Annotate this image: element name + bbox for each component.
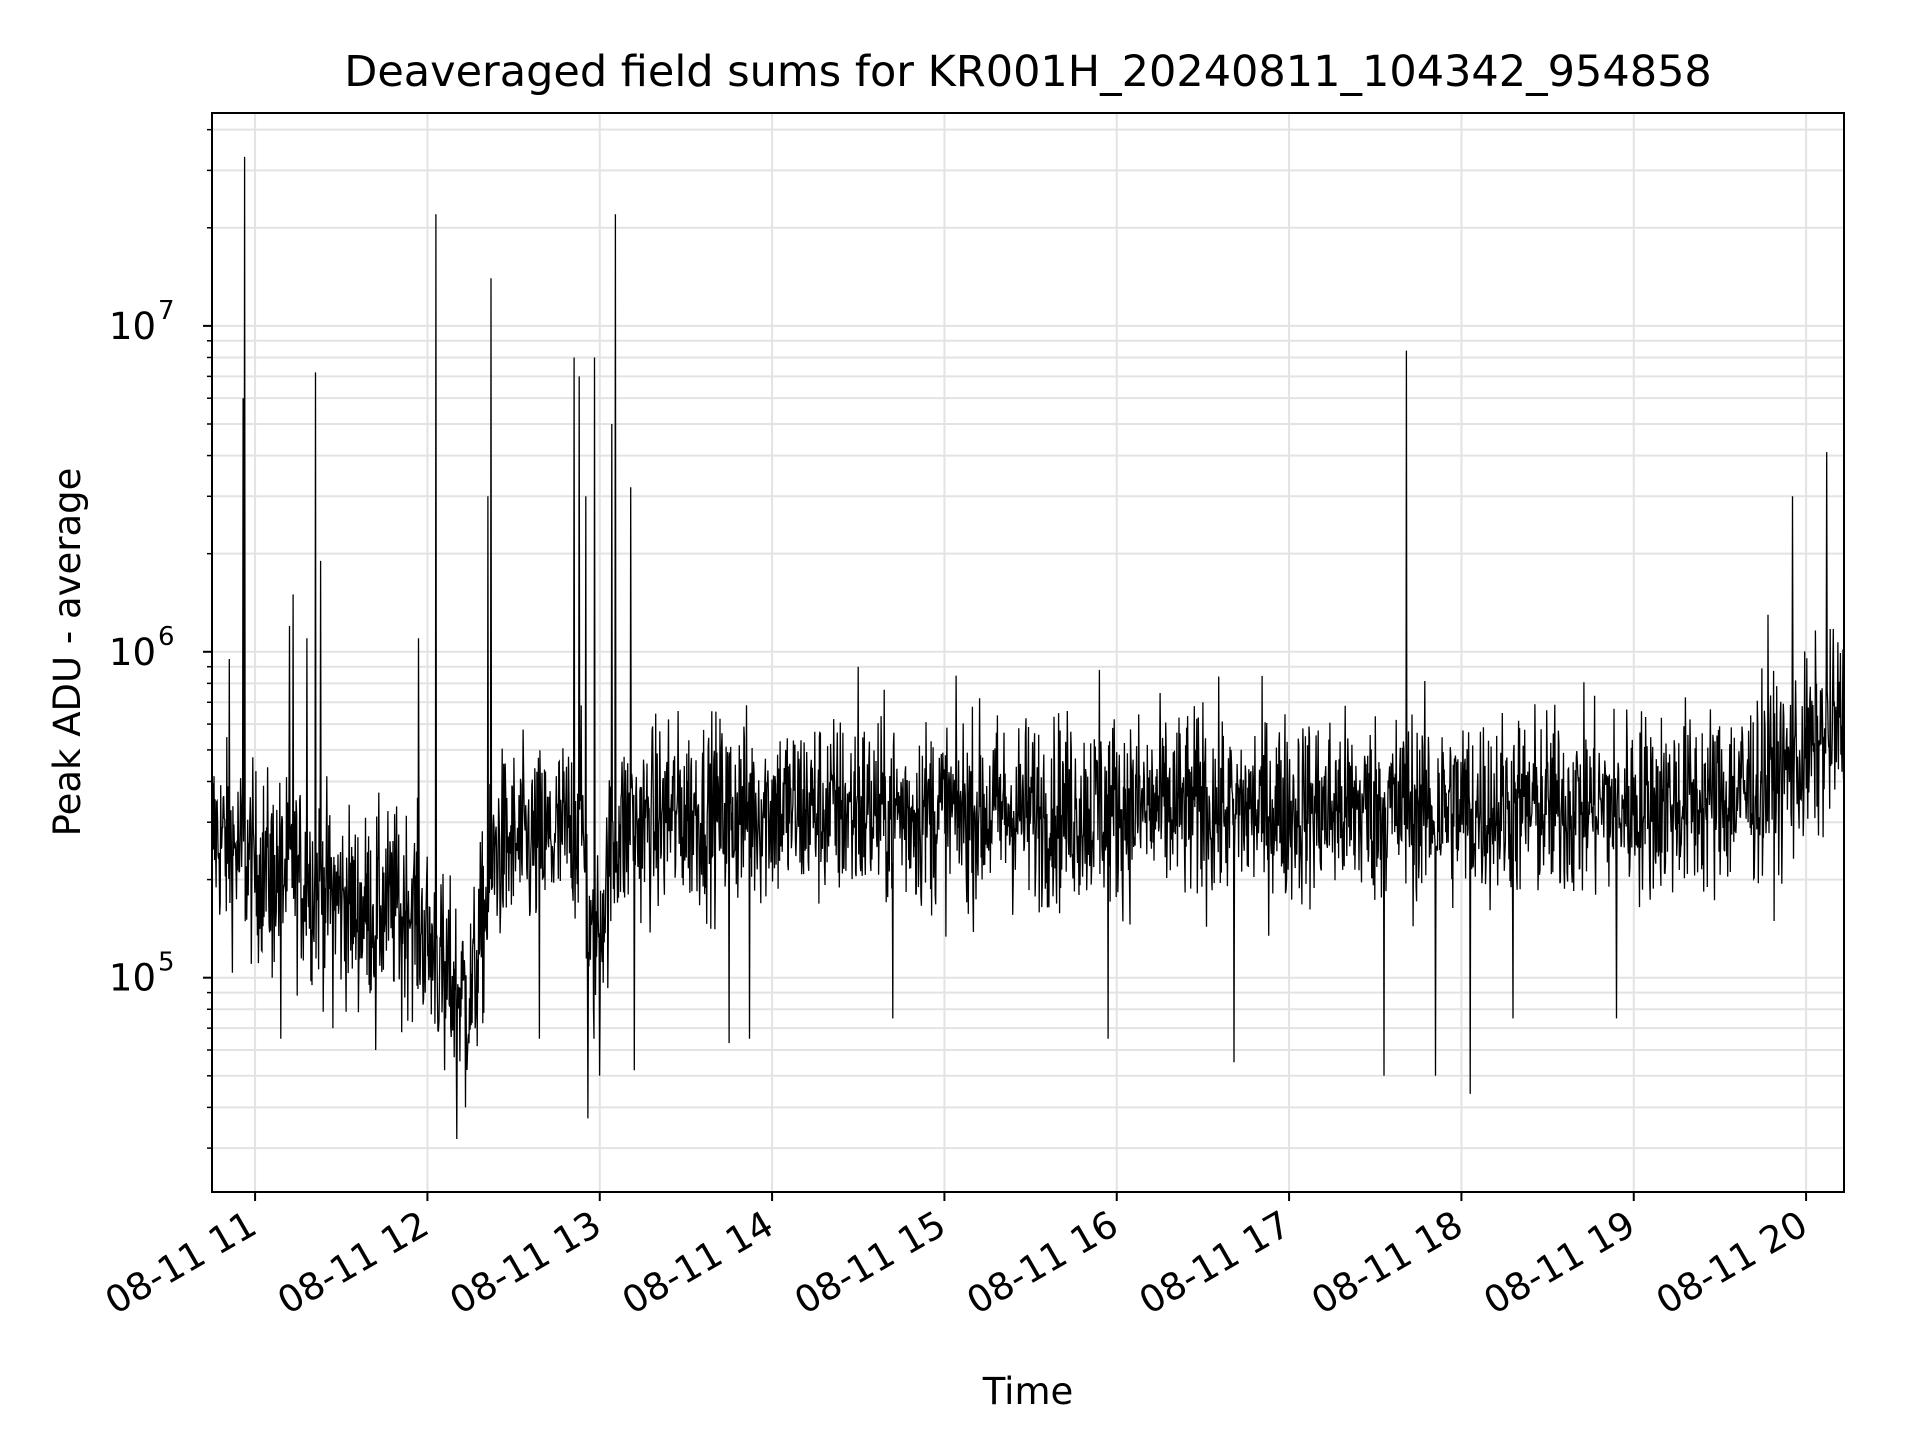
- chart-title: Deaveraged field sums for KR001H_2024081…: [344, 47, 1712, 97]
- y-tick-label: 10: [109, 631, 156, 674]
- y-tick-label: 10: [109, 957, 156, 1000]
- x-axis-label: Time: [982, 1370, 1074, 1413]
- y-tick-exponent: 6: [158, 622, 175, 652]
- plot-area: [211, 156, 1845, 1140]
- y-axis-label: Peak ADU - average: [46, 468, 89, 837]
- y-tick-label: 10: [109, 305, 156, 348]
- series-line: [211, 156, 1845, 1140]
- y-tick-exponent: 5: [158, 948, 175, 978]
- y-tick-exponent: 7: [158, 296, 175, 326]
